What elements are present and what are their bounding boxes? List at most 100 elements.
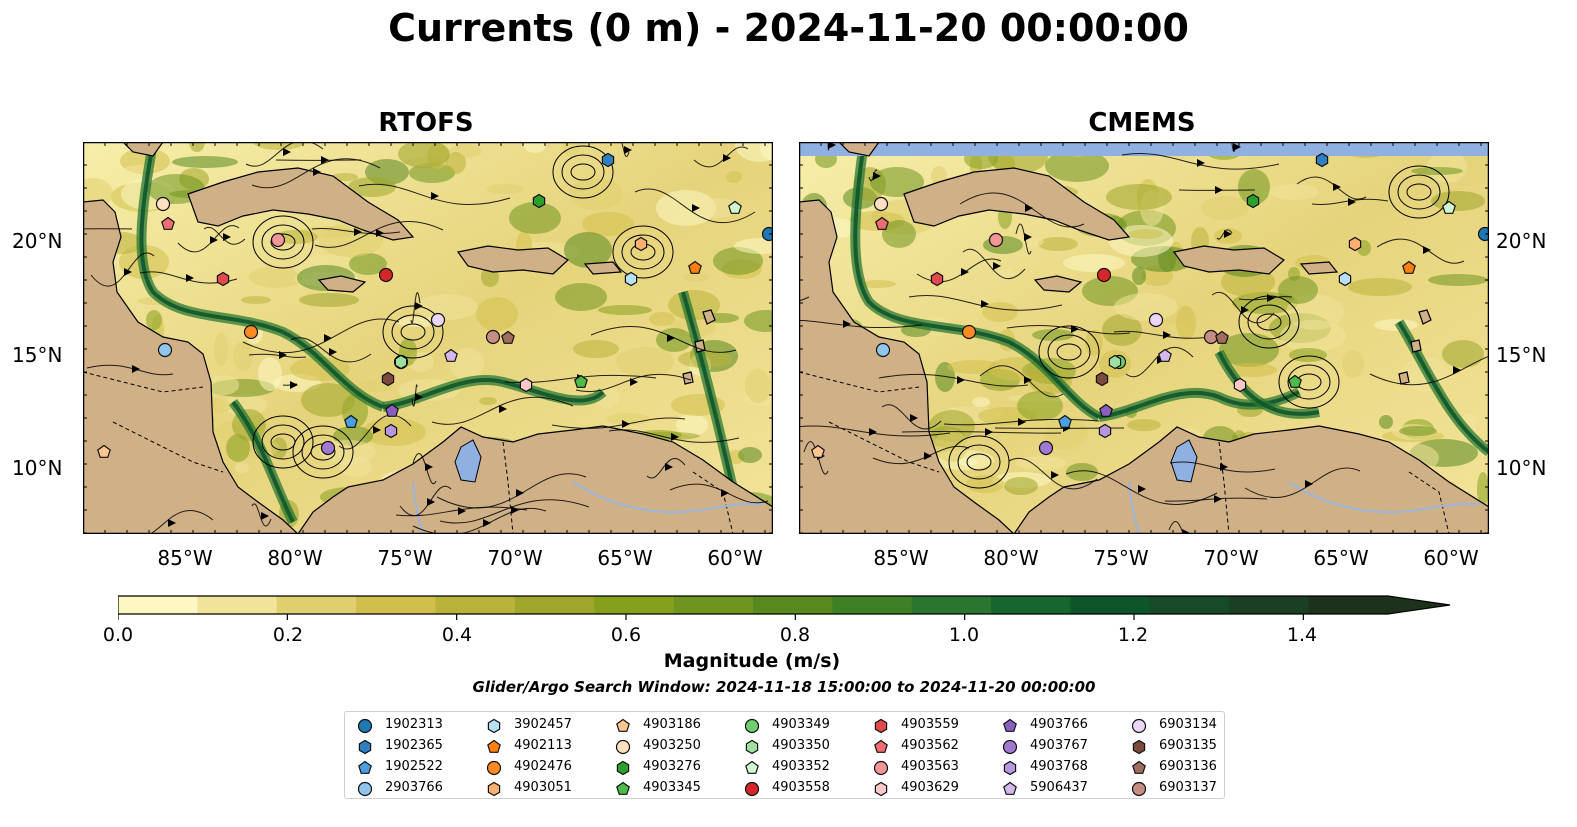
- float-marker-4903768: [384, 423, 398, 439]
- flow-arrow: [1453, 366, 1461, 374]
- hexagon-icon: [358, 739, 372, 755]
- legend-label: 4903051: [514, 780, 572, 795]
- flow-arrow: [873, 172, 881, 180]
- streamline: [908, 295, 1063, 311]
- lon-label-85w-right: 85°W: [873, 546, 929, 570]
- legend-marker: [357, 781, 373, 797]
- legend-label: 1902365: [385, 738, 443, 753]
- flow-arrow: [981, 300, 989, 308]
- eddy-streamline: [612, 225, 674, 279]
- flow-arrow: [290, 381, 298, 389]
- legend-marker: [616, 718, 630, 732]
- flow-arrow: [721, 489, 729, 497]
- circle-icon: [486, 760, 502, 776]
- streamline: [431, 396, 574, 425]
- speed-patch: [1102, 314, 1142, 346]
- legend-label: 4903349: [772, 717, 830, 732]
- float-marker-4903250: [873, 196, 889, 212]
- eddy-streamline: [570, 163, 596, 181]
- float-marker-4903559: [930, 271, 944, 287]
- speed-patch: [738, 447, 762, 463]
- landmass: [1398, 371, 1410, 385]
- flow-arrow: [1241, 306, 1249, 314]
- streamline: [1311, 198, 1389, 205]
- lat-label-20n-right: 20°N: [1496, 229, 1547, 253]
- legend-marker: [1132, 760, 1146, 774]
- float-marker-4902113: [688, 260, 702, 274]
- eddy-streamline: [621, 234, 665, 270]
- flow-arrow: [427, 498, 435, 506]
- streamline: [149, 510, 214, 534]
- legend-label: 4903563: [901, 759, 959, 774]
- lon-label-80w-left: 80°W: [267, 546, 323, 570]
- float-marker-3902457: [624, 271, 638, 287]
- landmass: [903, 167, 1131, 241]
- float-marker-4903562: [161, 216, 175, 230]
- eddy-streamline: [1256, 313, 1282, 331]
- river: [412, 481, 424, 534]
- legend-marker: [874, 718, 888, 734]
- legend-label: 6903135: [1159, 738, 1217, 753]
- speed-patch: [509, 202, 561, 234]
- speed-patch: [1238, 169, 1270, 205]
- flow-arrow: [957, 376, 965, 384]
- flow-arrow: [1138, 485, 1146, 493]
- current-core: [1217, 351, 1320, 416]
- float-marker-4903276: [1246, 193, 1260, 209]
- flow-arrow: [1224, 230, 1232, 238]
- flow-arrow: [869, 428, 877, 436]
- speed-patch: [146, 310, 162, 330]
- flow-arrow: [1220, 463, 1228, 471]
- eddy-streamline: [252, 415, 314, 469]
- pentagon-icon: [874, 739, 888, 753]
- landmass: [317, 275, 367, 293]
- map-frame: [83, 142, 773, 534]
- streamline: [1121, 153, 1280, 170]
- speed-patch: [726, 171, 742, 183]
- speed-patch: [582, 212, 634, 236]
- eddy-streamline: [1238, 295, 1300, 349]
- landmass: [456, 245, 569, 275]
- float-marker-4903345: [574, 374, 588, 388]
- streamline: [1369, 355, 1489, 386]
- lon-label-70w-right: 70°W: [1203, 546, 1259, 570]
- speed-patch: [1289, 348, 1327, 362]
- speed-patch: [476, 297, 518, 331]
- speed-patch: [486, 184, 524, 194]
- colorbar-tick-0-4: 0.4: [441, 624, 473, 646]
- flow-arrow: [458, 507, 466, 515]
- float-marker-6903135: [1095, 371, 1109, 387]
- flow-arrow: [376, 229, 384, 237]
- country-border: [112, 421, 224, 473]
- lon-label-65w-left: 65°W: [597, 546, 653, 570]
- lon-label-60w-right: 60°W: [1423, 546, 1479, 570]
- flow-arrow: [329, 348, 337, 356]
- legend-label: 4903562: [901, 738, 959, 753]
- speed-patch: [1477, 472, 1489, 506]
- streamline: [1125, 346, 1194, 377]
- streamline: [575, 373, 692, 392]
- speed-patch: [1348, 278, 1412, 296]
- map-frame: [799, 142, 1489, 534]
- legend-label: 1902313: [385, 717, 443, 732]
- flow-arrow: [910, 414, 918, 422]
- colorbar-outline: [117, 595, 1451, 615]
- speed-patch: [616, 347, 674, 377]
- flow-arrow: [961, 268, 969, 276]
- float-marker-2903766: [875, 342, 891, 358]
- streamline: [1211, 292, 1275, 324]
- legend-label: 4903558: [772, 780, 830, 795]
- flow-arrow: [630, 378, 638, 386]
- circle-icon: [615, 739, 631, 755]
- streamline: [83, 228, 133, 230]
- speed-patch: [934, 430, 968, 462]
- float-marker-4903562: [875, 216, 889, 230]
- float-marker-1902522: [1058, 414, 1072, 428]
- colorbar-tick-0-6: 0.6: [610, 624, 642, 646]
- flow-arrow: [622, 420, 630, 428]
- legend-marker: [745, 739, 759, 755]
- legend-marker: [874, 739, 888, 753]
- legend-label: 6903137: [1159, 780, 1217, 795]
- flow-arrow: [132, 365, 140, 373]
- speed-patch: [209, 375, 239, 395]
